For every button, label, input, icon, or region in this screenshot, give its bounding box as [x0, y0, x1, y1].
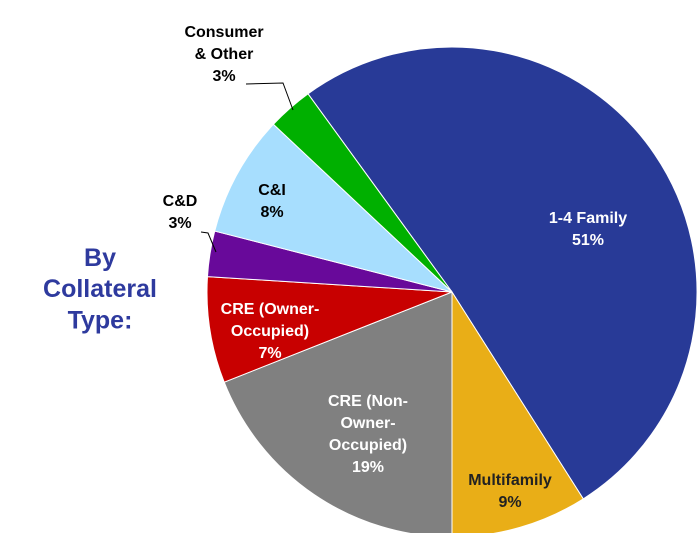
- pie-slice: [214, 123, 453, 293]
- pie-slice: [223, 291, 453, 533]
- slice-label: 1-4 Family: [549, 210, 627, 227]
- value-label: 51%: [572, 232, 604, 249]
- pie-slice: [307, 46, 698, 500]
- slice-label: CRE (Owner-Occupied): [221, 301, 320, 340]
- value-label: 19%: [352, 459, 384, 476]
- leader-line: [200, 231, 217, 253]
- value-label: 3%: [212, 68, 235, 85]
- leader-line: [245, 82, 294, 111]
- value-label: 9%: [498, 494, 521, 511]
- annotation: By Collateral Type:: [43, 243, 157, 334]
- slice-label: Consumer & Other: [184, 24, 263, 63]
- slice-label: CRE (Non-Owner-Occupied): [328, 393, 408, 454]
- value-label: 8%: [260, 204, 283, 221]
- pie-slice: [272, 93, 453, 293]
- slice-label: C&D: [163, 193, 198, 210]
- slice-label: C&I: [258, 182, 286, 199]
- pie-slice: [206, 276, 453, 383]
- value-label: 7%: [258, 345, 281, 362]
- slice-label: Multifamily: [468, 472, 552, 489]
- value-label: 3%: [168, 215, 191, 232]
- pie-slice: [451, 290, 584, 533]
